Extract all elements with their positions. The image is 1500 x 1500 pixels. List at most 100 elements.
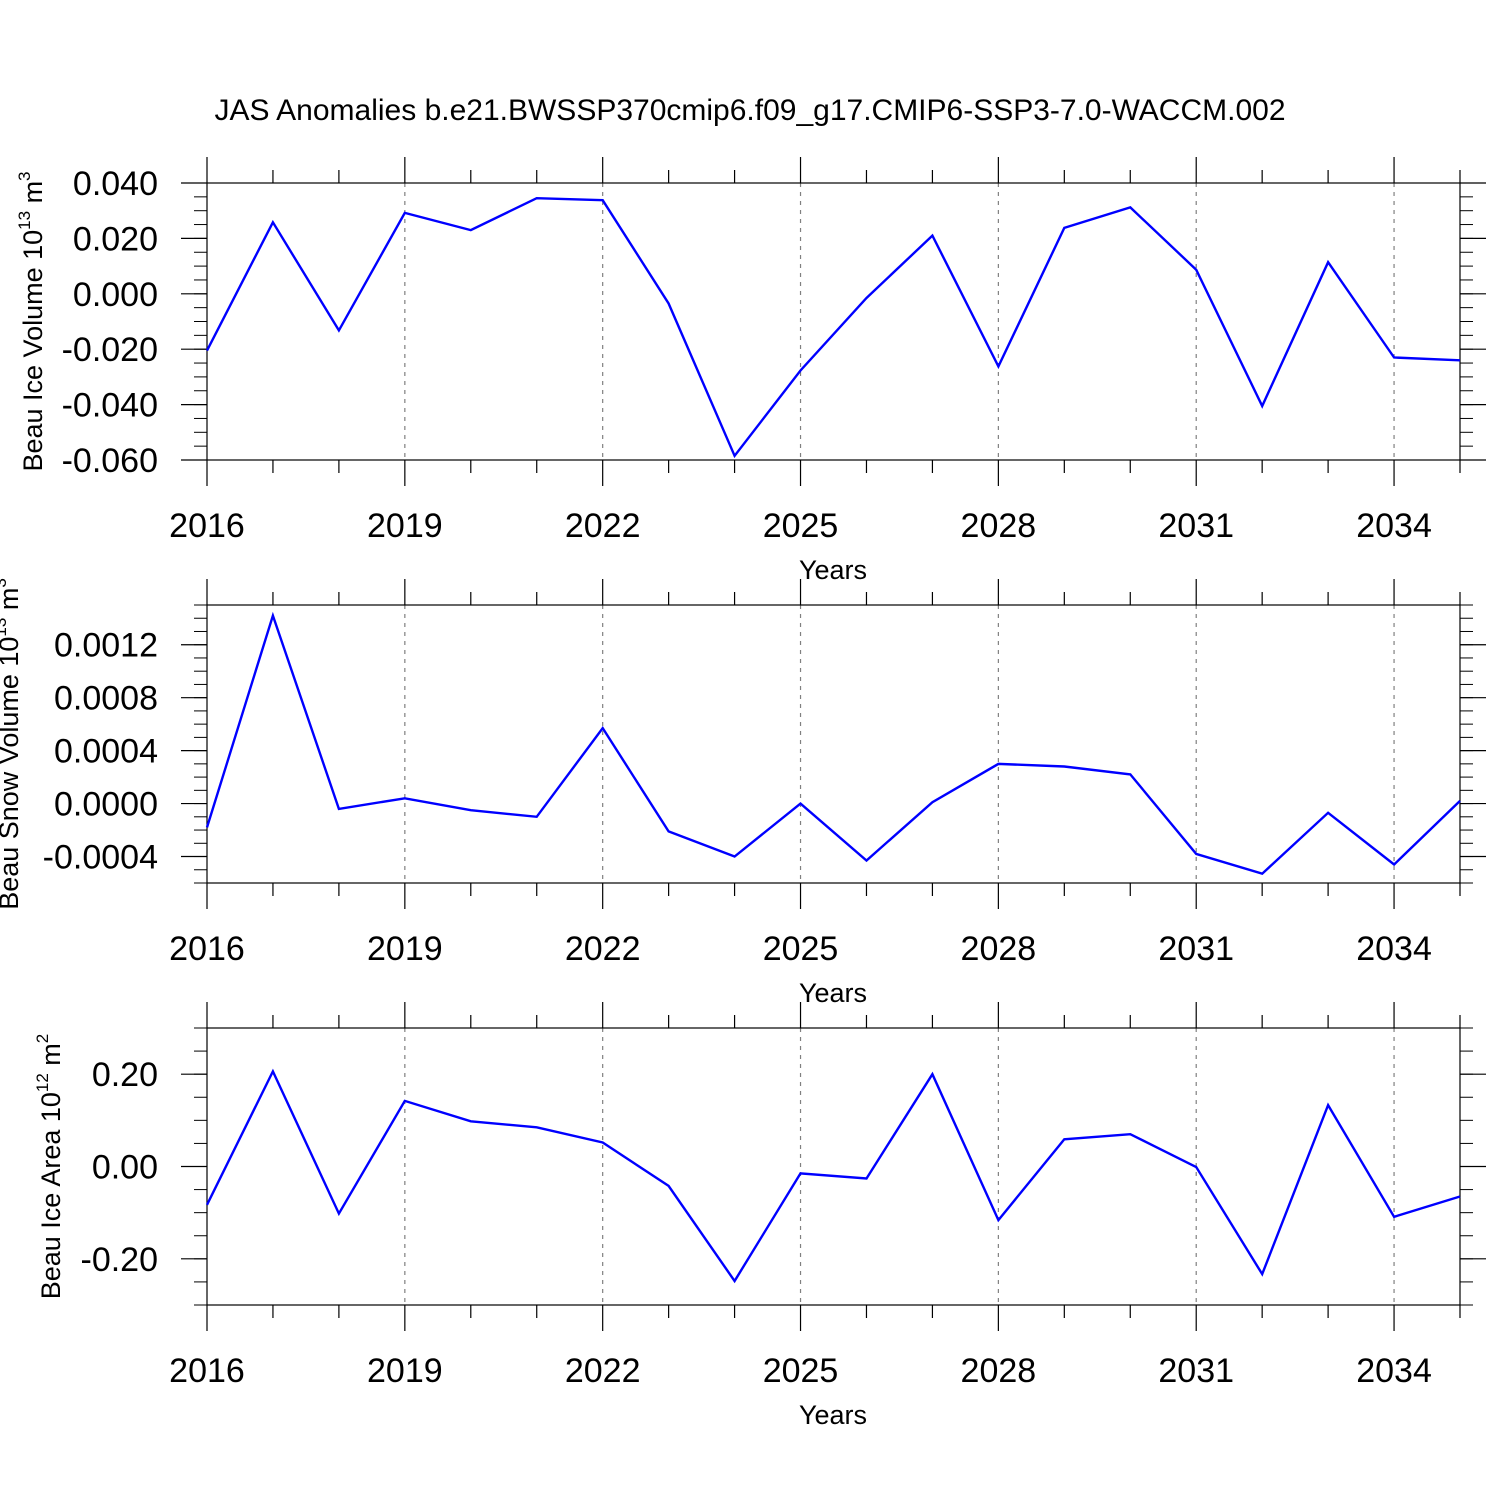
data-point — [799, 802, 801, 804]
panel-2: 0.0012 0.0008 0.0004 0.0000 -0.0004 2016 2019 2… — [0, 578, 1486, 1008]
data-point — [1327, 1104, 1329, 1106]
y-tick-label: 0.040 — [73, 165, 158, 203]
y-tick-label: 0.000 — [73, 276, 158, 314]
data-point — [667, 302, 669, 304]
data-point — [1063, 227, 1065, 229]
data-point — [733, 855, 735, 857]
x-axis-title: Years — [799, 1400, 867, 1430]
data-point — [206, 1204, 208, 1206]
x-tick-label: 2019 — [367, 1352, 443, 1390]
data-point — [536, 816, 538, 818]
y-axis-title: Beau Ice Volume 1013 m3 — [15, 171, 48, 471]
data-point — [601, 727, 603, 729]
data-point — [272, 614, 274, 616]
data-point — [667, 830, 669, 832]
data-point — [931, 234, 933, 236]
x-tick-label: 2025 — [763, 930, 839, 968]
data-point — [338, 808, 340, 810]
x-tick-label: 2031 — [1158, 507, 1234, 545]
data-point — [536, 197, 538, 199]
data-point — [470, 229, 472, 231]
data-point — [931, 1073, 933, 1075]
data-point — [865, 859, 867, 861]
data-point — [404, 212, 406, 214]
data-point — [272, 221, 274, 223]
series-line — [205, 1068, 1461, 1284]
data-point — [799, 1172, 801, 1174]
series-line — [205, 611, 1461, 876]
data-point — [404, 1100, 406, 1102]
data-point — [1393, 356, 1395, 358]
data-point — [1195, 269, 1197, 271]
y-axis-title: Beau Snow Volume 1013 m3 — [0, 578, 24, 910]
data-point — [1393, 863, 1395, 865]
data-point — [1129, 773, 1131, 775]
data-point — [1393, 1216, 1395, 1218]
y-tick-label: 0.0004 — [54, 733, 158, 771]
data-point — [1327, 812, 1329, 814]
data-point — [667, 1185, 669, 1187]
x-tick-label: 2031 — [1158, 930, 1234, 968]
x-axis-title: Years — [799, 978, 867, 1008]
data-point — [470, 1120, 472, 1122]
data-point — [1195, 1166, 1197, 1168]
panel-3: 0.20 0.00 -0.20 2016 2019 2022 2025 2028 2031 203… — [33, 1002, 1486, 1430]
x-tick-label: 2022 — [565, 930, 641, 968]
data-point — [1459, 1195, 1461, 1197]
data-point — [404, 797, 406, 799]
data-point — [1129, 1133, 1131, 1135]
data-point — [1129, 206, 1131, 208]
data-point — [1063, 765, 1065, 767]
data-point — [470, 809, 472, 811]
data-point — [1261, 405, 1263, 407]
x-tick-label: 2025 — [763, 507, 839, 545]
data-point — [865, 1177, 867, 1179]
data-point — [997, 763, 999, 765]
y-tick-label: -0.040 — [62, 387, 158, 425]
plot-frame — [206, 604, 1461, 884]
panel-1: 0.040 0.020 0.000 -0.020 -0.040 -0.060 2016 201… — [15, 157, 1486, 585]
data-point — [536, 1126, 538, 1128]
figure-title: JAS Anomalies b.e21.BWSSP370cmip6.f09_g1… — [214, 94, 1285, 127]
data-point — [931, 801, 933, 803]
data-point — [601, 1141, 603, 1143]
y-tick-label: -0.020 — [62, 331, 158, 369]
series-line — [205, 196, 1461, 459]
x-tick-label: 2022 — [565, 507, 641, 545]
y-tick-label: -0.0004 — [43, 839, 158, 877]
y-tick-label: 0.0008 — [54, 680, 158, 718]
y-tick-label: 0.00 — [92, 1149, 158, 1187]
x-tick-label: 2028 — [961, 1352, 1037, 1390]
x-tick-label: 2034 — [1356, 507, 1432, 545]
data-point — [272, 1070, 274, 1072]
data-point — [1327, 261, 1329, 263]
x-tick-label: 2019 — [367, 930, 443, 968]
data-point — [1261, 1273, 1263, 1275]
x-tick-label: 2034 — [1356, 1352, 1432, 1390]
y-tick-label: 0.20 — [92, 1056, 158, 1094]
x-tick-label: 2016 — [169, 930, 245, 968]
data-point — [1261, 873, 1263, 875]
y-tick-label: -0.060 — [62, 442, 158, 480]
x-tick-label: 2022 — [565, 1352, 641, 1390]
x-axis-title: Years — [799, 555, 867, 585]
data-point — [1459, 359, 1461, 361]
data-point — [601, 199, 603, 201]
data-point — [799, 369, 801, 371]
x-tick-label: 2016 — [169, 1352, 245, 1390]
x-tick-label: 2034 — [1356, 930, 1432, 968]
y-tick-label: 0.020 — [73, 220, 158, 258]
data-point — [206, 826, 208, 828]
data-point — [1063, 1138, 1065, 1140]
y-tick-label: -0.20 — [81, 1241, 159, 1279]
y-tick-label: 0.0000 — [54, 786, 158, 824]
data-point — [997, 365, 999, 367]
data-point — [338, 329, 340, 331]
data-point — [865, 297, 867, 299]
x-tick-label: 2031 — [1158, 1352, 1234, 1390]
data-point — [733, 455, 735, 457]
x-tick-label: 2025 — [763, 1352, 839, 1390]
x-tick-label: 2028 — [961, 507, 1037, 545]
